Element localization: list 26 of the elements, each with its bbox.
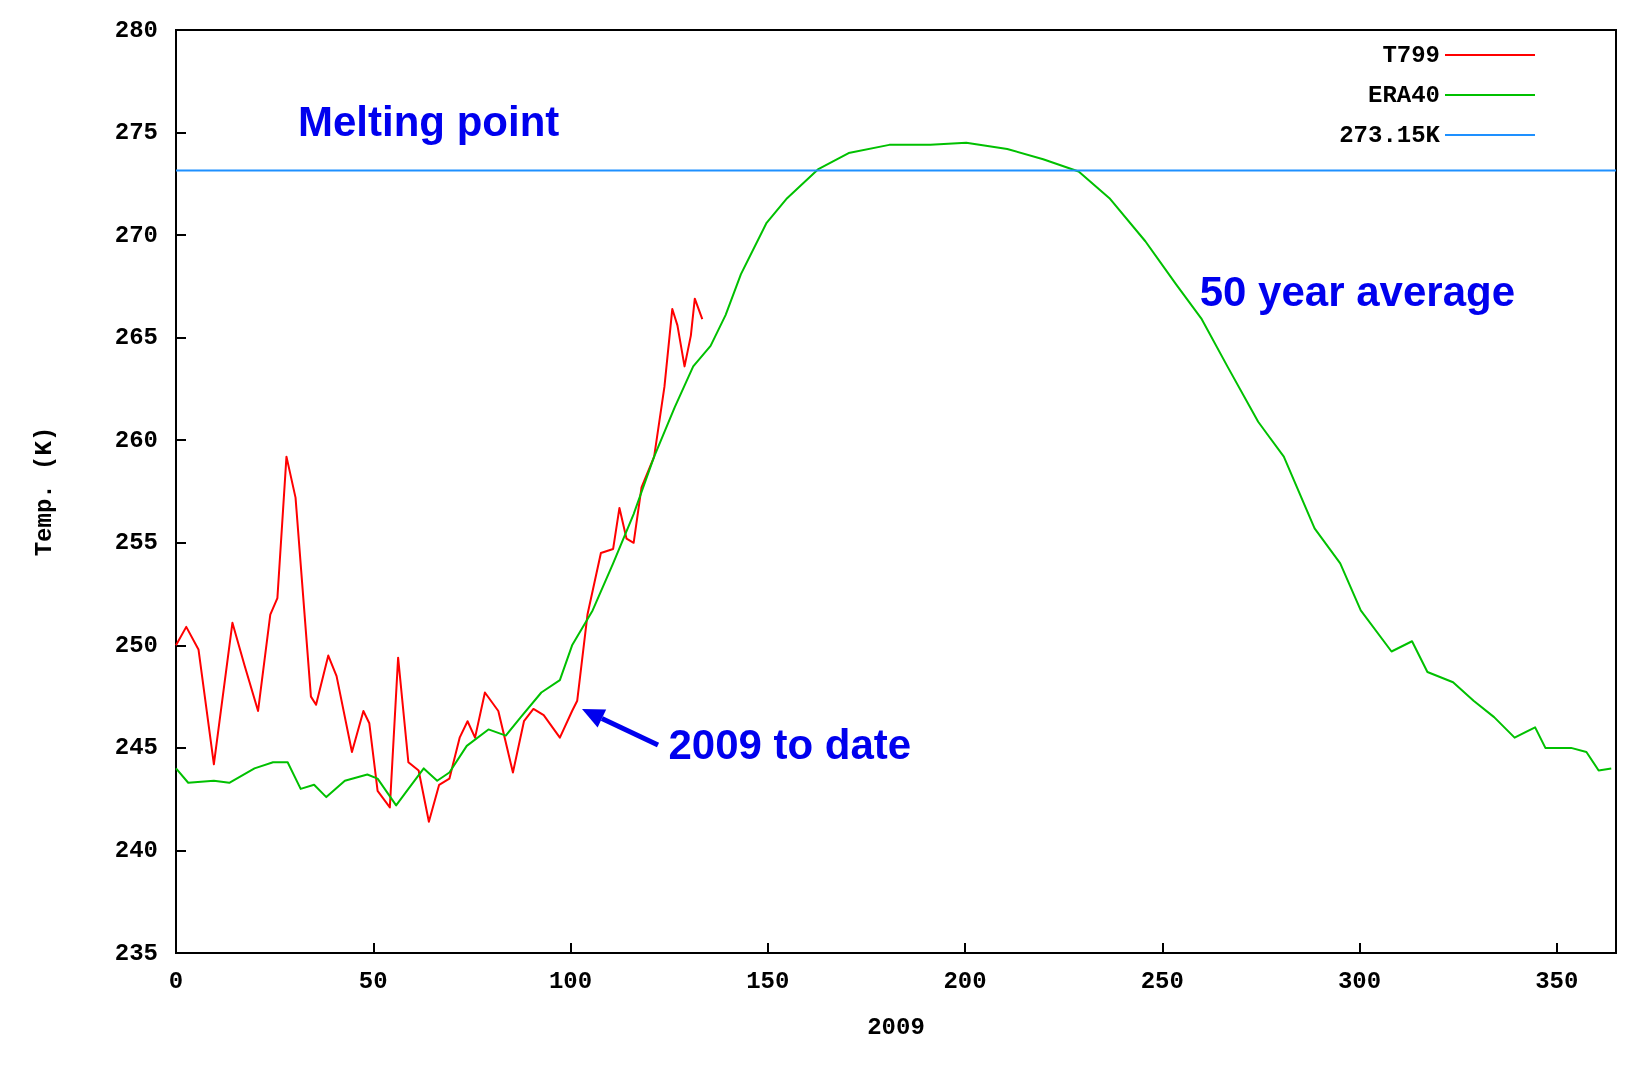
y-tick-label: 270 [114, 221, 158, 249]
x-tick-label: 0 [168, 967, 184, 995]
y-tick-label: 250 [114, 631, 158, 659]
x-tick-label: 200 [943, 967, 987, 995]
y-tick-label: 280 [114, 16, 158, 44]
legend-label: T799 [1382, 41, 1440, 69]
x-tick-label: 50 [358, 967, 388, 995]
y-axis-title: Temp. (K) [30, 426, 58, 557]
y-tick-label: 260 [114, 426, 158, 454]
x-tick-label: 150 [746, 967, 790, 995]
y-tick-label: 235 [114, 939, 158, 967]
y-tick-label: 265 [114, 324, 158, 352]
annotation: 2009 to date [668, 721, 912, 769]
x-tick-label: 300 [1337, 967, 1382, 995]
x-tick-label: 100 [548, 967, 593, 995]
legend-label: 273.15K [1339, 121, 1441, 149]
y-tick-label: 240 [114, 836, 158, 864]
x-tick-label: 250 [1140, 967, 1184, 995]
x-axis-title: 2009 [867, 1013, 925, 1041]
x-tick-label: 350 [1535, 967, 1579, 995]
annotation: 50 year average [1199, 267, 1516, 315]
y-tick-label: 245 [114, 734, 158, 762]
annotation: Melting point [298, 97, 560, 145]
y-tick-label: 275 [114, 119, 158, 147]
y-tick-label: 255 [114, 529, 158, 557]
legend-label: ERA40 [1367, 81, 1440, 109]
